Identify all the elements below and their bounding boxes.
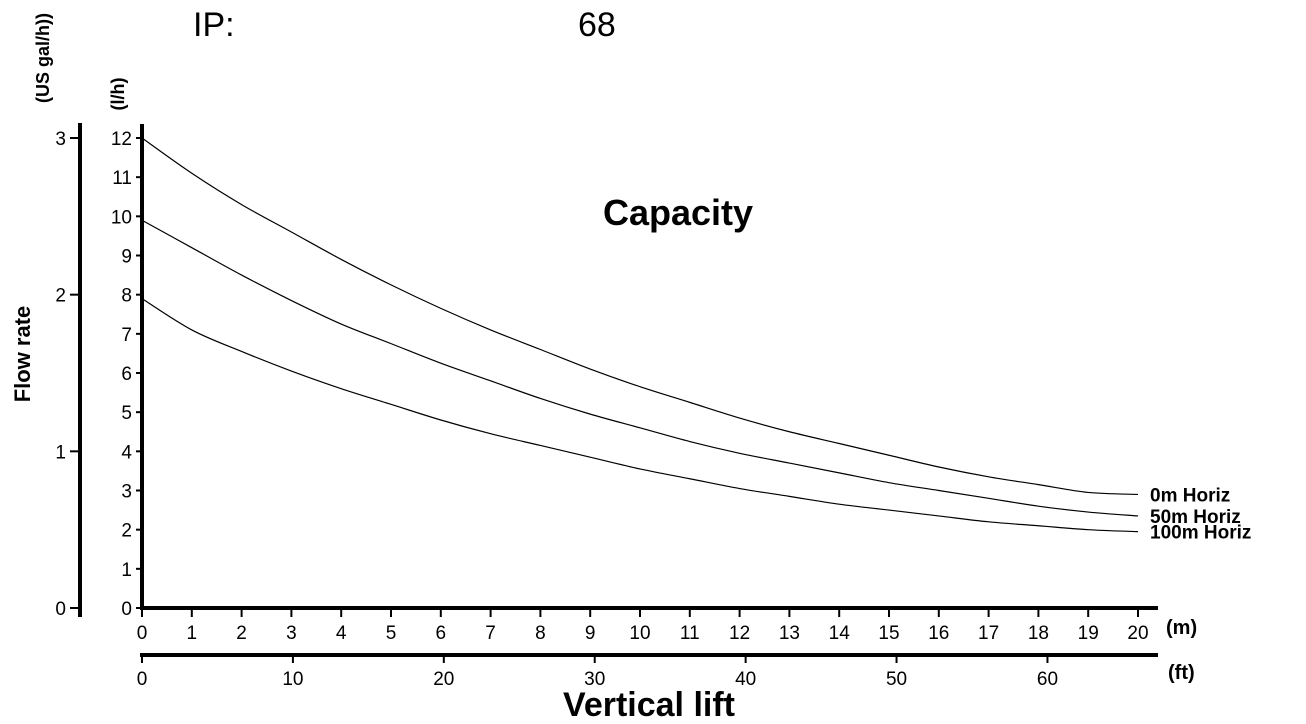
y-secondary-tick-label: 2 [55, 286, 66, 307]
x-unit-primary: (m) [1166, 617, 1197, 639]
x-tick-label: 16 [928, 623, 949, 644]
series-label: 100m Horiz [1150, 523, 1251, 544]
y-tick-label: 10 [111, 207, 132, 228]
x-tick-label: 11 [680, 623, 700, 644]
y-tick-label: 6 [121, 364, 132, 385]
x-secondary-tick-label: 10 [282, 669, 303, 690]
y-secondary-tick-label: 0 [55, 599, 66, 620]
x-tick-label: 7 [485, 623, 496, 644]
y-tick-label: 11 [112, 168, 132, 189]
x-secondary-tick-label: 20 [433, 669, 454, 690]
x-tick-label: 6 [436, 623, 447, 644]
series-line [141, 137, 1139, 496]
x-tick-label: 8 [535, 623, 546, 644]
y-tick-label: 3 [121, 482, 132, 503]
x-tick-label: 3 [286, 623, 297, 644]
x-tick-label: 0 [137, 623, 148, 644]
y-tick-label: 2 [121, 521, 132, 542]
x-tick-label: 18 [1028, 623, 1049, 644]
x-axis-label: Vertical lift [563, 686, 735, 724]
x-tick-label: 2 [236, 623, 247, 644]
y-tick-label: 1 [121, 560, 132, 581]
x-tick-label: 20 [1127, 623, 1148, 644]
y-secondary-tick-label: 1 [55, 442, 66, 463]
y-tick-label: 12 [111, 129, 132, 150]
x-tick-label: 12 [729, 623, 750, 644]
x-tick-label: 9 [585, 623, 596, 644]
x-tick-label: 10 [629, 623, 650, 644]
series-label: 0m Horiz [1150, 485, 1230, 506]
x-tick-label: 17 [978, 623, 999, 644]
series-line [141, 219, 1139, 517]
y-secondary-tick-label: 3 [55, 129, 66, 150]
x-secondary-tick-label: 30 [584, 669, 605, 690]
y-tick-label: 5 [121, 403, 132, 424]
series-line [141, 298, 1139, 533]
y-tick-label: 4 [121, 442, 132, 463]
y-tick-label: 7 [121, 325, 132, 346]
x-secondary-tick-label: 60 [1037, 669, 1058, 690]
y-tick-label: 8 [121, 286, 132, 307]
series-label: 50m Horiz [1150, 507, 1241, 528]
x-tick-label: 14 [829, 623, 851, 644]
x-tick-label: 19 [1078, 623, 1099, 644]
x-tick-label: 5 [386, 623, 397, 644]
x-tick-label: 4 [336, 623, 347, 644]
x-tick-label: 1 [187, 623, 198, 644]
y-unit-primary: (l/h) [108, 78, 128, 111]
y-tick-label: 0 [121, 599, 132, 620]
y-tick-label: 9 [121, 247, 132, 268]
chart-labels: Capacity Vertical lift Flow rate (US gal… [10, 13, 1197, 724]
x-secondary-tick-label: 50 [886, 669, 907, 690]
x-tick-label: 15 [878, 623, 899, 644]
ip-value: 68 [578, 6, 616, 44]
x-unit-secondary: (ft) [1168, 662, 1195, 684]
y-axis-label: Flow rate [10, 306, 35, 403]
chart-title: Capacity [603, 192, 753, 233]
x-secondary-tick-label: 0 [137, 669, 148, 690]
x-tick-label: 13 [779, 623, 800, 644]
y-unit-secondary: (US gal/h)) [33, 13, 53, 103]
x-secondary-tick-label: 40 [735, 669, 756, 690]
ip-label: IP: [193, 6, 235, 44]
